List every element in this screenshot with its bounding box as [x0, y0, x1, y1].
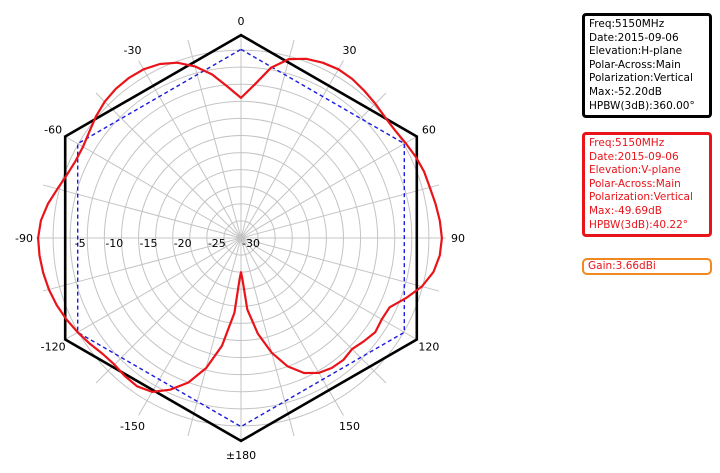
grid-spoke	[240, 135, 419, 239]
v-plane-info-box: Freq:5150MHz Date:2015-09-06 Elevation:V…	[582, 132, 712, 238]
grid-spoke	[63, 135, 242, 239]
h-max: Max:-52.20dB	[589, 85, 662, 98]
h-polarization: Polarization:Vertical	[589, 72, 693, 85]
grid-spoke	[138, 237, 242, 416]
v-polar-across: Polar-Across:Main	[589, 177, 681, 190]
series-0-trace	[63, 33, 419, 443]
v-hpbw: HPBW(3dB):40.22°	[589, 218, 689, 231]
grid-spoke	[240, 237, 295, 437]
grid-spoke	[240, 60, 344, 239]
polar-labels: 0 30 60 90 120 150 ±180 -150 -120 -90 -60 -30 -5 -10 -…	[15, 15, 465, 462]
h-elevation: Elevation:H-plane	[589, 45, 683, 58]
v-freq: Freq:5150MHz	[589, 137, 665, 149]
grid-spoke	[187, 39, 242, 239]
angle-label: 90	[451, 232, 465, 245]
angle-label: 60	[422, 124, 436, 137]
grid-spoke	[138, 60, 242, 239]
radial-tick-label: -15	[140, 237, 158, 250]
series-2-trace	[37, 57, 443, 393]
angle-label: -30	[124, 44, 142, 57]
h-plane-info-box: Freq:5150MHz Date:2015-09-06 Elevation:H…	[582, 13, 712, 119]
gain-box: Gain:3.66dBi	[582, 258, 712, 275]
grid-spoke	[240, 237, 440, 292]
grid-spoke	[240, 92, 387, 239]
angle-label: -120	[41, 341, 66, 354]
polar-plot: 0 30 60 90 120 150 ±180 -150 -120 -90 -60 -30 -5 -10 -…	[15, 15, 465, 462]
radial-tick-label: -30	[242, 237, 260, 250]
grid-spoke	[42, 237, 242, 292]
pattern-traces	[37, 33, 443, 443]
grid-spoke	[95, 237, 242, 384]
radial-tick-label: -20	[174, 237, 192, 250]
angle-label: 30	[343, 44, 357, 57]
v-date: Date:2015-09-06	[589, 150, 679, 163]
angle-label: 0	[238, 15, 245, 28]
grid-spoke	[240, 237, 387, 384]
v-elevation: Elevation:V-plane	[589, 164, 681, 177]
grid-spoke	[240, 39, 295, 239]
grid-spoke	[95, 92, 242, 239]
radial-tick-label: -10	[105, 237, 123, 250]
grid-spoke	[240, 237, 419, 341]
grid-spoke	[240, 184, 440, 239]
radial-tick-label: -5	[75, 237, 86, 250]
angle-label: ±180	[226, 449, 256, 462]
h-freq: Freq:5150MHz	[589, 18, 665, 30]
radial-tick-label: -25	[208, 237, 226, 250]
angle-label: 150	[339, 420, 360, 433]
v-polarization: Polarization:Vertical	[589, 191, 693, 204]
gain-value: Gain:3.66dBi	[588, 260, 656, 272]
polar-grid	[36, 33, 446, 443]
grid-spoke	[187, 237, 242, 437]
grid-spoke	[42, 184, 242, 239]
h-date: Date:2015-09-06	[589, 31, 679, 44]
angle-label: -90	[15, 232, 33, 245]
angle-label: -60	[44, 124, 62, 137]
grid-spoke	[63, 237, 242, 341]
v-max: Max:-49.69dB	[589, 204, 662, 217]
angle-label: -150	[120, 420, 145, 433]
angle-label: 120	[418, 341, 439, 354]
h-hpbw: HPBW(3dB):360.00°	[589, 99, 695, 112]
grid-spoke	[240, 237, 344, 416]
h-polar-across: Polar-Across:Main	[589, 58, 681, 71]
